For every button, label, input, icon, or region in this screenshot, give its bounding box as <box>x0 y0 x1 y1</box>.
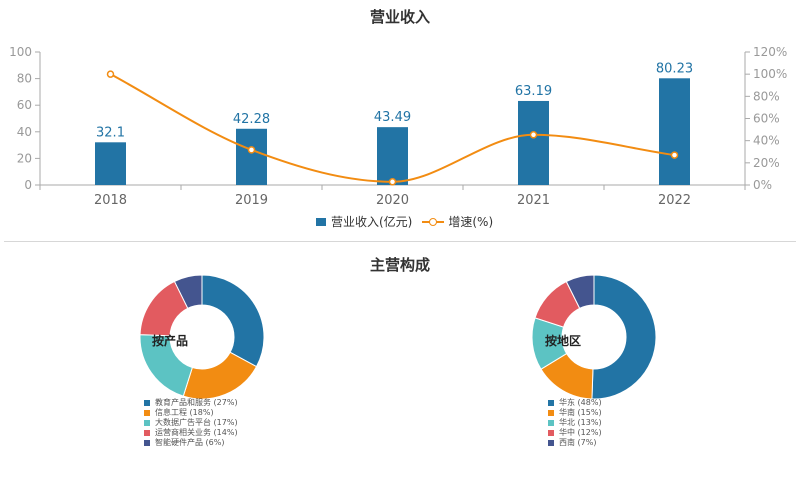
donut-slice <box>565 274 595 310</box>
y-left-tick-label: 40 <box>17 125 32 139</box>
revenue-bar <box>236 128 267 185</box>
legend-item[interactable]: 教育产品和服务 (27%) <box>144 398 238 408</box>
product-legend: 教育产品和服务 (27%) 信息工程 (18%) 大数据广告平台 (17%) 运营商相… <box>144 398 238 448</box>
y-right-tick-label: 60% <box>753 112 780 126</box>
y-left-tick-label: 0 <box>24 178 32 192</box>
y-right-tick-label: 100% <box>753 67 787 81</box>
legend-label: 华东 (48%) <box>559 398 602 407</box>
legend-line-label: 增速(%) <box>448 215 494 229</box>
revenue-bar-label: 42.28 <box>233 112 270 127</box>
legend-swatch <box>144 410 150 416</box>
legend-swatch <box>144 400 150 406</box>
legend-label: 大数据广告平台 (17%) <box>155 418 238 427</box>
section-divider <box>4 241 796 242</box>
legend-item[interactable]: 华北 (13%) <box>548 418 602 428</box>
legend-swatch <box>144 430 150 436</box>
y-right-tick-label: 40% <box>753 134 780 148</box>
revenue-bar-label: 32.1 <box>96 125 125 140</box>
legend-swatch <box>548 400 554 406</box>
y-right-tick-label: 0% <box>753 178 772 192</box>
growth-point <box>529 131 538 139</box>
legend-swatch <box>548 410 554 416</box>
growth-point <box>247 146 256 154</box>
legend-label: 华南 (15%) <box>559 408 602 417</box>
growth-point <box>670 151 679 159</box>
legend-label: 华中 (12%) <box>559 428 602 437</box>
revenue-bar <box>518 100 549 185</box>
legend-item[interactable]: 华中 (12%) <box>548 428 602 438</box>
y-left-tick-label: 80 <box>17 72 32 86</box>
legend-swatch <box>144 420 150 426</box>
legend-item[interactable]: 华南 (15%) <box>548 408 602 418</box>
revenue-bar <box>377 127 408 185</box>
composition-title: 主营构成 <box>369 256 430 274</box>
legend-item[interactable]: 运营商相关业务 (14%) <box>144 428 238 438</box>
legend-item[interactable]: 西南 (7%) <box>548 438 602 448</box>
x-tick-label: 2021 <box>517 193 550 208</box>
region-center-label: 按地区 <box>545 334 582 348</box>
legend-bar-label: 营业收入(亿元) <box>331 215 413 229</box>
legend-label: 智能硬件产品 (6%) <box>155 438 225 447</box>
growth-point <box>388 178 397 186</box>
revenue-bar <box>659 78 690 185</box>
x-tick-label: 2022 <box>658 193 691 208</box>
revenue-bar-label: 63.19 <box>515 84 552 99</box>
y-left-tick-label: 100 <box>9 45 32 59</box>
y-right-tick-label: 80% <box>753 89 780 103</box>
legend-swatch <box>548 430 554 436</box>
y-left-tick-label: 60 <box>17 98 32 112</box>
x-tick-label: 2019 <box>235 193 268 208</box>
revenue-bar <box>95 142 126 185</box>
legend-line-swatch <box>422 217 445 227</box>
donut-slice <box>591 274 657 400</box>
revenue-bar-label: 80.23 <box>656 61 693 76</box>
legend-swatch <box>548 440 554 446</box>
legend-label: 教育产品和服务 (27%) <box>155 398 238 407</box>
legend-label: 华北 (13%) <box>559 418 602 427</box>
revenue-bar-label: 43.49 <box>374 110 411 125</box>
y-right-tick-label: 20% <box>753 156 780 170</box>
legend-bar-swatch <box>316 217 326 226</box>
x-tick-label: 2020 <box>376 193 409 208</box>
y-right-tick-label: 120% <box>753 45 787 59</box>
revenue-chart-title: 营业收入 <box>369 8 430 26</box>
revenue-chart: 0 20 40 60 80 100 0% 20% 40% 60% 80% 100% 120% 2018 20… <box>9 45 787 208</box>
product-center-label: 按产品 <box>152 334 189 348</box>
x-tick-label: 2018 <box>94 193 127 208</box>
legend-swatch <box>548 420 554 426</box>
revenue-chart-legend[interactable]: 营业收入(亿元) 增速(%) <box>316 213 493 230</box>
product-donut-chart <box>139 274 265 400</box>
legend-label: 西南 (7%) <box>559 438 597 447</box>
legend-label: 运营商相关业务 (14%) <box>155 428 238 437</box>
legend-label: 信息工程 (18%) <box>155 408 214 417</box>
legend-item[interactable]: 华东 (48%) <box>548 398 602 408</box>
legend-item[interactable]: 大数据广告平台 (17%) <box>144 418 238 428</box>
growth-point <box>106 70 115 78</box>
region-legend: 华东 (48%) 华南 (15%) 华北 (13%) 华中 (12%) 西南 (7%) <box>548 398 602 448</box>
donut-slice <box>201 274 265 368</box>
region-donut-chart <box>531 274 657 400</box>
legend-item[interactable]: 智能硬件产品 (6%) <box>144 438 238 448</box>
legend-swatch <box>144 440 150 446</box>
legend-item[interactable]: 信息工程 (18%) <box>144 408 238 418</box>
donut-slice <box>173 274 203 309</box>
y-left-tick-label: 20 <box>17 151 32 165</box>
